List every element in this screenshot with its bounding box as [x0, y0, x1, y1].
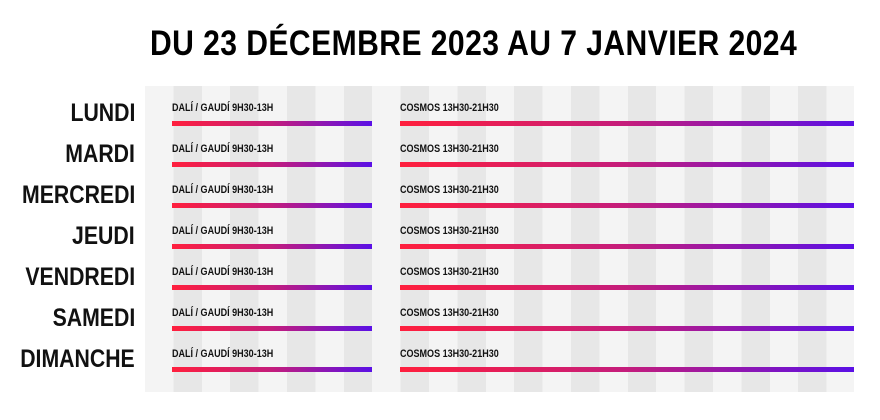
slot-label: COSMOS 13H30-21H30: [400, 307, 499, 319]
slot-label: DALÍ / GAUDÍ 9H30-13H: [172, 102, 274, 114]
slot-bar: [172, 326, 372, 331]
day-label: LUNDI: [70, 99, 135, 127]
slot-label: DALÍ / GAUDÍ 9H30-13H: [172, 143, 274, 155]
schedule-row-lundi: LUNDI DALÍ / GAUDÍ 9H30-13H COSMOS 13H30…: [0, 88, 880, 129]
schedule-row-mercredi: MERCREDI DALÍ / GAUDÍ 9H30-13H COSMOS 13…: [0, 170, 880, 211]
slot-label: DALÍ / GAUDÍ 9H30-13H: [172, 184, 274, 196]
slot-bar: [172, 121, 372, 126]
schedule-row-vendredi: VENDREDI DALÍ / GAUDÍ 9H30-13H COSMOS 13…: [0, 252, 880, 293]
slot-bar: [172, 203, 372, 208]
slot-label: DALÍ / GAUDÍ 9H30-13H: [172, 348, 274, 360]
schedule-row-dimanche: DIMANCHE DALÍ / GAUDÍ 9H30-13H COSMOS 13…: [0, 334, 880, 375]
slot-bar: [400, 121, 854, 126]
slot-bar: [400, 285, 854, 290]
slot-bar: [400, 367, 854, 372]
slot-bar: [400, 203, 854, 208]
slot-label: COSMOS 13H30-21H30: [400, 348, 499, 360]
day-label: DIMANCHE: [20, 345, 135, 373]
slot-bar: [172, 285, 372, 290]
slot-label: COSMOS 13H30-21H30: [400, 143, 499, 155]
slot-label: DALÍ / GAUDÍ 9H30-13H: [172, 307, 274, 319]
schedule-grid-background: [145, 86, 854, 392]
schedule-row-jeudi: JEUDI DALÍ / GAUDÍ 9H30-13H COSMOS 13H30…: [0, 211, 880, 252]
slot-label: DALÍ / GAUDÍ 9H30-13H: [172, 266, 274, 278]
day-label: SAMEDI: [52, 304, 135, 332]
day-label: VENDREDI: [25, 263, 135, 291]
schedule-row-mardi: MARDI DALÍ / GAUDÍ 9H30-13H COSMOS 13H30…: [0, 129, 880, 170]
day-label: MARDI: [65, 140, 135, 168]
slot-bar: [172, 162, 372, 167]
slot-bar: [400, 326, 854, 331]
slot-label: COSMOS 13H30-21H30: [400, 266, 499, 278]
slot-bar: [400, 244, 854, 249]
slot-bar: [400, 162, 854, 167]
day-label: JEUDI: [72, 222, 135, 250]
slot-label: DALÍ / GAUDÍ 9H30-13H: [172, 225, 274, 237]
day-label: MERCREDI: [21, 181, 135, 209]
slot-bar: [172, 244, 372, 249]
slot-label: COSMOS 13H30-21H30: [400, 225, 499, 237]
page-title: DU 23 DÉCEMBRE 2023 AU 7 JANVIER 2024: [150, 24, 798, 63]
slot-label: COSMOS 13H30-21H30: [400, 102, 499, 114]
schedule-row-samedi: SAMEDI DALÍ / GAUDÍ 9H30-13H COSMOS 13H3…: [0, 293, 880, 334]
slot-label: COSMOS 13H30-21H30: [400, 184, 499, 196]
slot-bar: [172, 367, 372, 372]
